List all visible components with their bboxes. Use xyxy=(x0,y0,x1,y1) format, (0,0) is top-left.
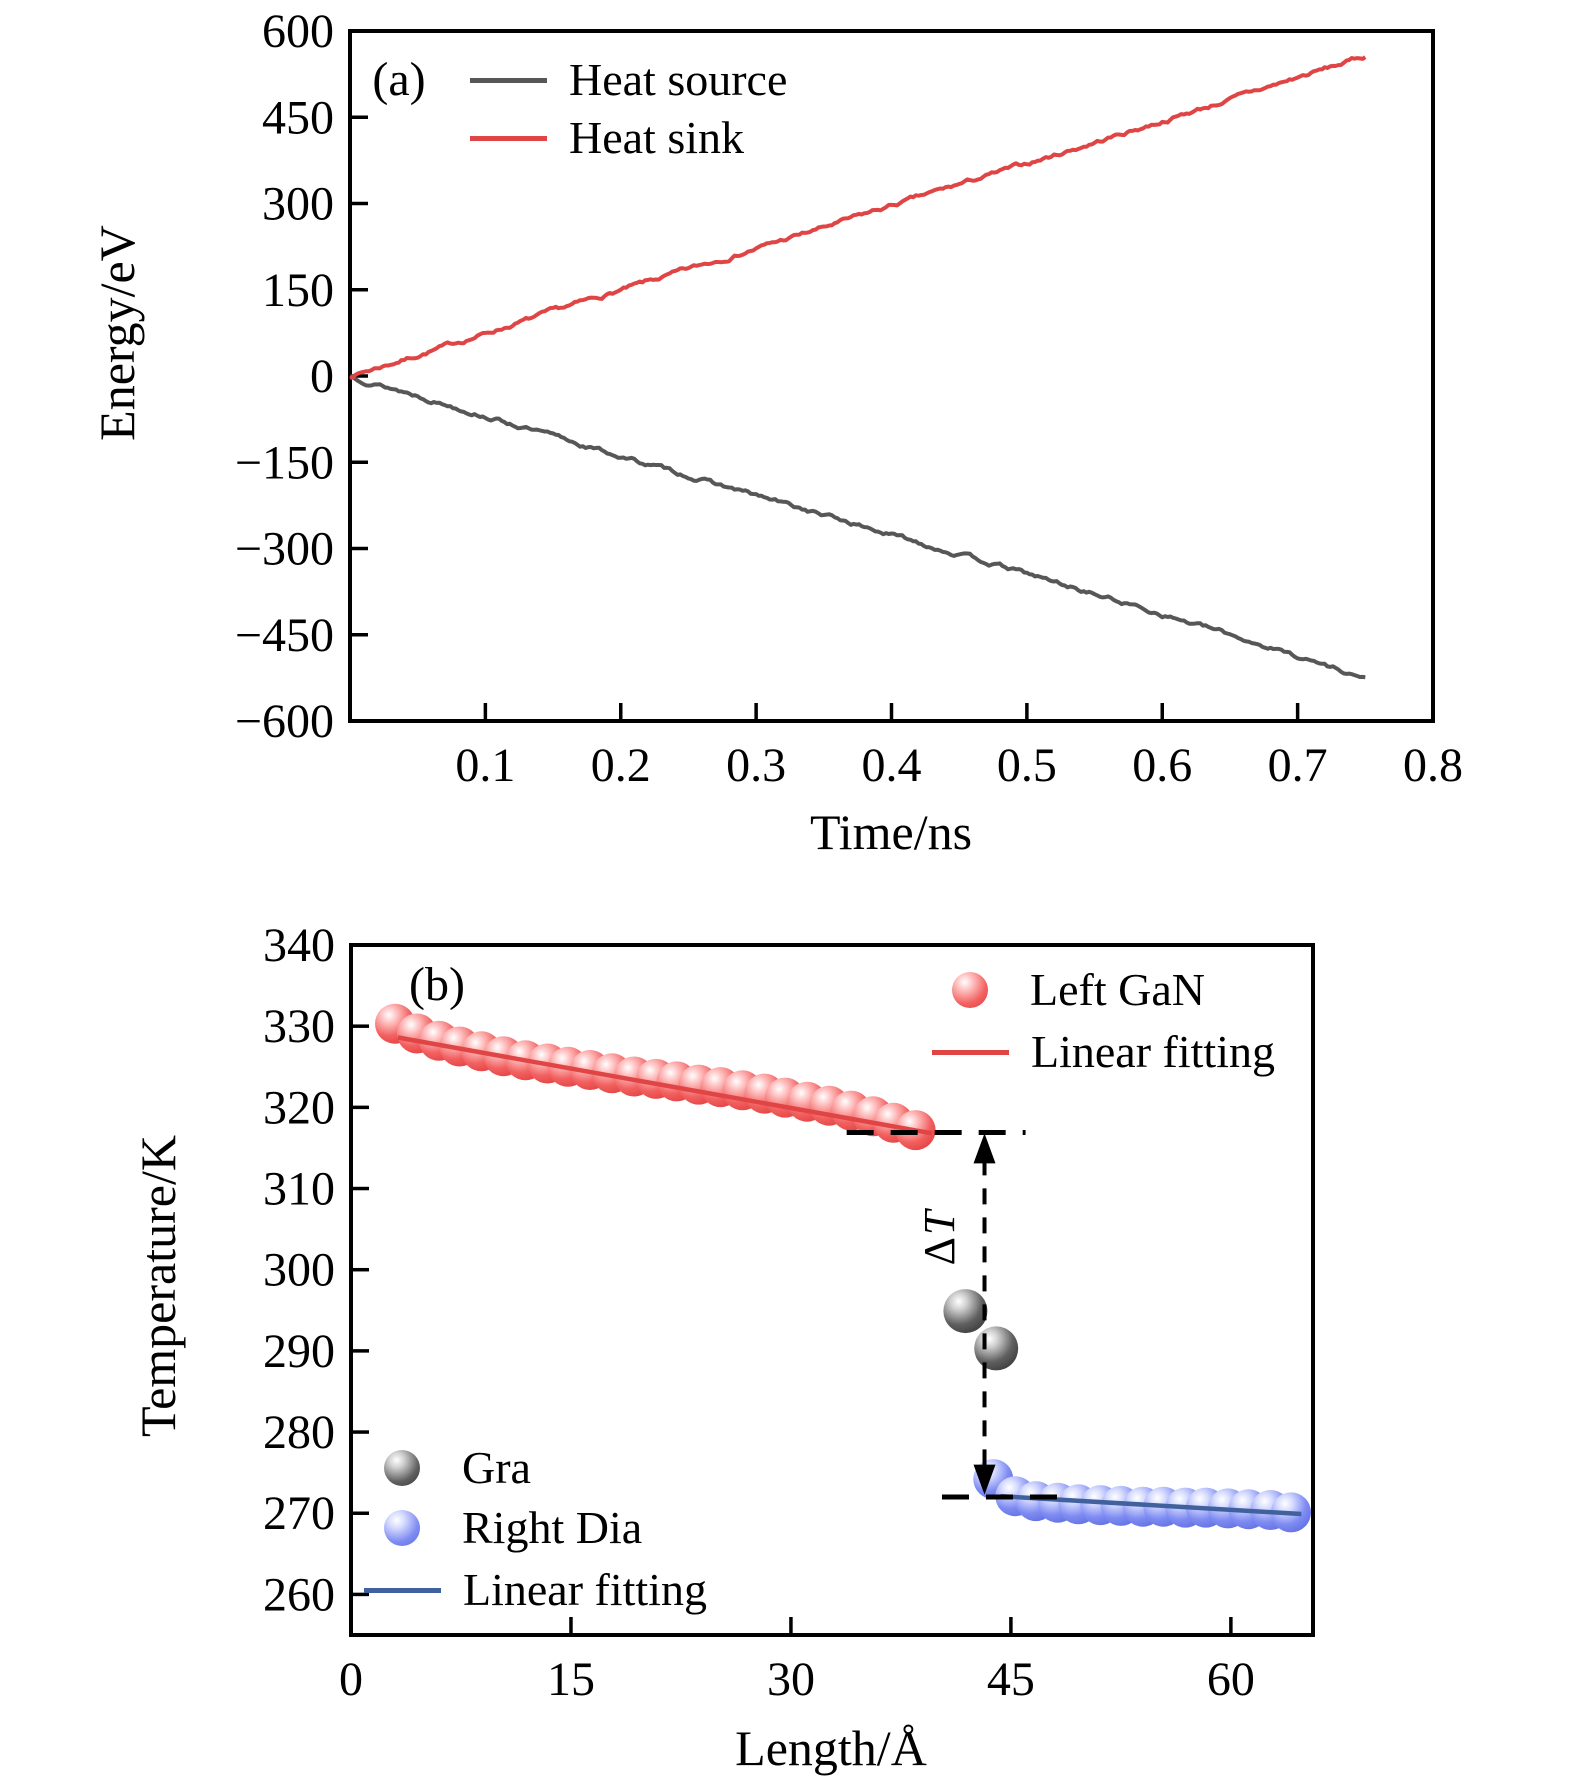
panel-b-y-tick-label: 270 xyxy=(263,1487,335,1540)
panel-b-y-axis-title: Temperature/K xyxy=(130,1135,186,1437)
legend-b-row-linear-fitting-blue: Linear fitting xyxy=(364,1567,707,1613)
legend-b-row-right-dia: Right Dia xyxy=(384,1505,642,1551)
panel-a-y-tick-label: 0 xyxy=(310,350,334,403)
red-fit-line-key xyxy=(932,1049,1009,1055)
panel-b-axes: 0 15 30 45 60 340 330 320 310 300 290 280 270 260 xyxy=(263,919,1315,1706)
panel-b-y-tick-label: 320 xyxy=(263,1081,335,1134)
panel-b-y-tick-label: 330 xyxy=(263,1000,335,1053)
panel-b-y-tick-label: 300 xyxy=(263,1244,335,1297)
panel-a-y-tick-label: 150 xyxy=(262,264,334,317)
curve-heat-source xyxy=(349,373,1366,680)
legend-a-row-heat-sink: Heat sink xyxy=(470,115,744,161)
panel-a-axes: 0.1 0.2 0.3 0.4 0.5 0.6 0.7 0.8 600 450 300 150 0 −15… xyxy=(235,5,1463,792)
panel-a-x-tick-label: 0.5 xyxy=(997,739,1057,792)
panel-a-y-tick-label: −150 xyxy=(235,436,334,489)
heat-sink-label: Heat sink xyxy=(569,112,745,163)
blue-fit-line-key xyxy=(364,1587,441,1593)
panel-b-y-tick-label: 280 xyxy=(263,1406,335,1459)
panel-b-y-tick-label: 290 xyxy=(263,1325,335,1378)
panel-b-x-tick-label: 0 xyxy=(339,1653,363,1706)
panel-a-series xyxy=(349,55,1367,680)
curve-heat-sink xyxy=(349,55,1367,380)
panel-b-x-tick-label: 15 xyxy=(547,1653,595,1706)
delta-t-arrowhead-down xyxy=(973,1464,996,1495)
red-fit-label: Linear fitting xyxy=(1031,1026,1275,1077)
left-gan-sphere-key xyxy=(952,972,988,1008)
panel-b-x-tick-label: 30 xyxy=(767,1653,815,1706)
blue-fit-label: Linear fitting xyxy=(463,1564,707,1615)
t-symbol: T xyxy=(915,1208,964,1236)
panel-b-y-tick-label: 310 xyxy=(263,1163,335,1216)
right-dia-sphere-key xyxy=(384,1510,420,1546)
panel-b-x-tick-label: 45 xyxy=(987,1653,1035,1706)
panel-a-y-axis-title: Energy/eV xyxy=(89,225,145,441)
panel-a-x-tick-label: 0.6 xyxy=(1132,739,1192,792)
panel-a-x-tick-label: 0.3 xyxy=(726,739,786,792)
legend-b-row-gra: Gra xyxy=(384,1445,531,1491)
heat-sink-line-key xyxy=(470,135,547,141)
right-dia-label: Right Dia xyxy=(462,1502,643,1553)
panel-b-y-tick-label: 260 xyxy=(263,1568,335,1621)
heat-source-label: Heat source xyxy=(569,54,788,105)
sphere-gra xyxy=(974,1326,1019,1371)
sphere-gra xyxy=(943,1289,988,1334)
legend-a-row-heat-source: Heat source xyxy=(470,57,787,103)
panel-a-tag: (a) xyxy=(372,53,426,106)
panel-b-y-tick-label: 340 xyxy=(263,919,335,972)
panel-a-y-tick-label: −450 xyxy=(235,609,334,662)
delta-t-annotation: ΔT xyxy=(915,1208,964,1266)
panel-a-y-tick-label: −300 xyxy=(235,523,334,576)
delta-t-arrowhead-up xyxy=(973,1133,996,1164)
gra-label: Gra xyxy=(462,1442,531,1493)
panel-a-y-tick-label: −600 xyxy=(235,695,334,748)
panel-b-x-axis-title: Length/Å xyxy=(735,1720,927,1776)
panel-b-series xyxy=(375,1003,1311,1533)
panel-a-x-tick-label: 0.8 xyxy=(1403,739,1463,792)
panel-a-x-tick-label: 0.4 xyxy=(862,739,922,792)
left-gan-label: Left GaN xyxy=(1030,964,1205,1015)
panel-b-tag: (b) xyxy=(409,958,465,1011)
panel-a-x-axis-title: Time/ns xyxy=(809,804,973,860)
heat-source-line-key xyxy=(470,77,547,83)
legend-b-row-linear-fitting-red: Linear fitting xyxy=(932,1029,1275,1075)
panel-a-y-tick-label: 600 xyxy=(262,5,334,58)
legend-b-row-left-gan: Left GaN xyxy=(952,967,1205,1013)
panel-a-y-tick-label: 450 xyxy=(262,91,334,144)
panel-a-x-tick-label: 0.2 xyxy=(591,739,651,792)
gra-sphere-key xyxy=(384,1450,420,1486)
delta-symbol: Δ xyxy=(915,1235,964,1266)
panel-a-y-tick-label: 300 xyxy=(262,178,334,231)
fit-line xyxy=(397,1035,933,1136)
panel-a-x-tick-label: 0.7 xyxy=(1268,739,1328,792)
panel-a-x-tick-label: 0.1 xyxy=(455,739,515,792)
panel-b-x-tick-label: 60 xyxy=(1207,1653,1255,1706)
